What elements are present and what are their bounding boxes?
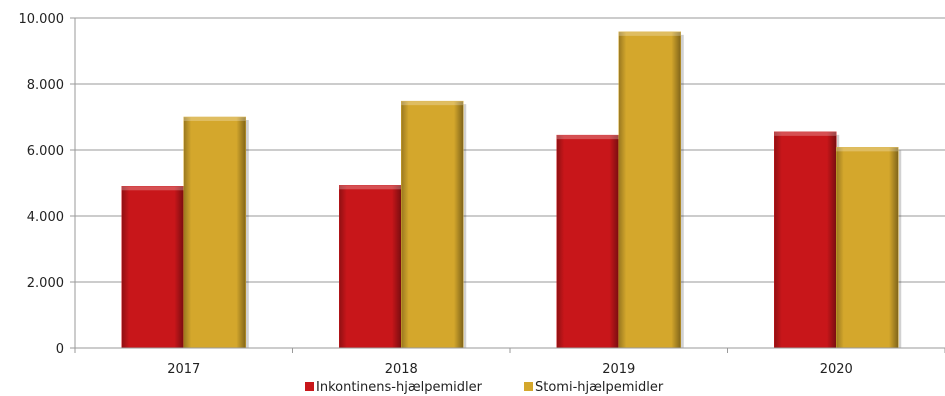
y-tick-label: 8.000 <box>27 78 64 93</box>
legend: Inkontinens-hjælpemidler Stomi-hjælpemid… <box>305 380 664 395</box>
bar-highlight <box>121 186 184 191</box>
bars <box>121 31 902 349</box>
x-tick-label: 2020 <box>820 362 853 377</box>
bar-2020-inkontinens <box>774 131 837 349</box>
y-axis: 0 2.000 4.000 6.000 8.000 10.000 <box>19 12 76 357</box>
bar-highlight <box>339 185 402 190</box>
bar-highlight <box>556 135 619 140</box>
y-tick-label: 2.000 <box>27 276 64 291</box>
x-tick-label: 2018 <box>385 362 418 377</box>
legend-label-stomi: Stomi-hjælpemidler <box>535 380 664 395</box>
bar-2019-stomi <box>618 31 681 349</box>
legend-label-inkontinens: Inkontinens-hjælpemidler <box>316 380 483 395</box>
x-axis: 2017 2018 2019 2020 <box>74 347 945 377</box>
bar-highlight <box>401 101 464 106</box>
bar-highlight <box>618 31 681 36</box>
bar-2019-inkontinens <box>556 134 619 349</box>
bar-2018-inkontinens <box>339 185 402 349</box>
y-tick-label: 4.000 <box>27 210 64 225</box>
bar-2017-inkontinens <box>121 186 184 349</box>
bar-highlight <box>183 117 246 121</box>
bar-highlight <box>774 131 837 136</box>
bar-2020-stomi <box>836 147 899 349</box>
x-tick-label: 2017 <box>167 362 200 377</box>
y-tick-label: 0 <box>56 342 64 357</box>
legend-swatch-inkontinens <box>305 382 314 391</box>
bar-highlight <box>836 147 899 152</box>
y-tick-label: 10.000 <box>19 12 65 27</box>
y-tick-label: 6.000 <box>27 144 64 159</box>
legend-swatch-stomi <box>524 382 533 391</box>
bar-2017-stomi <box>183 116 246 349</box>
x-tick-label: 2019 <box>602 362 635 377</box>
bar-2018-stomi <box>401 100 464 349</box>
